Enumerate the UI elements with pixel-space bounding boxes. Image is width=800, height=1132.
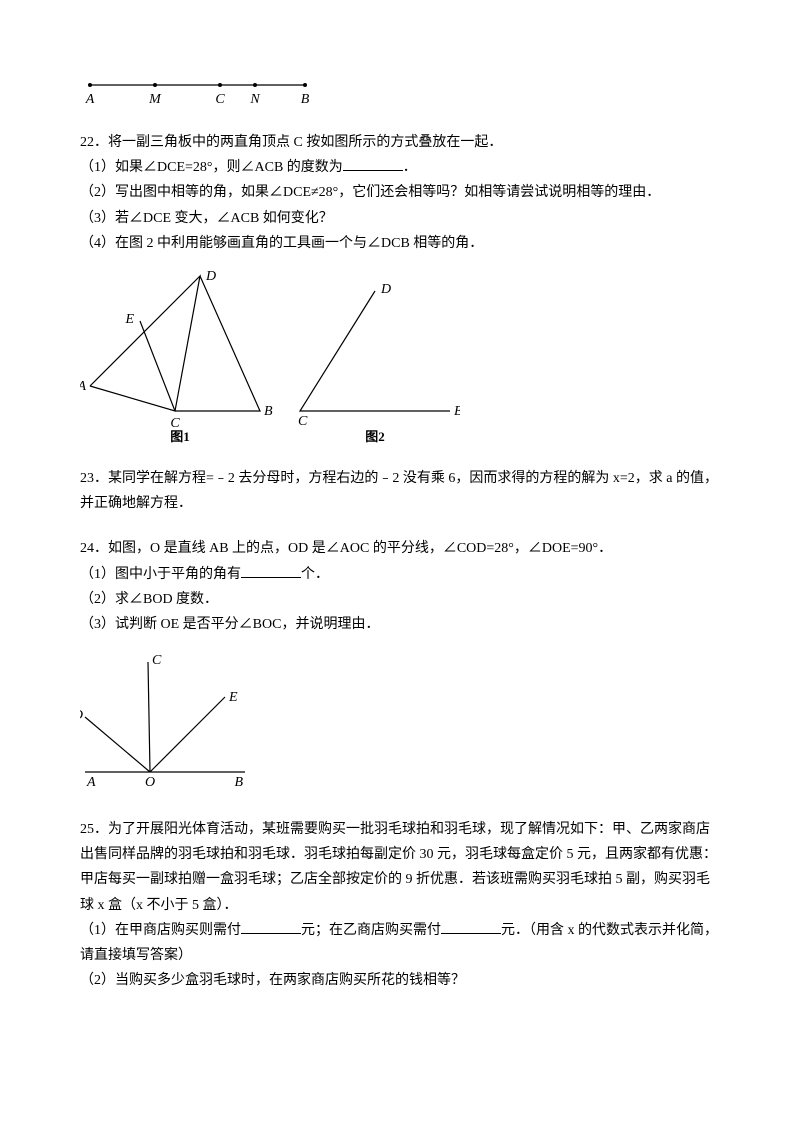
fig-21-line: AMCNB: [80, 70, 720, 110]
p22-q1-blank: [343, 170, 403, 171]
p22-fig1-svg: ABCDE图1: [80, 266, 280, 446]
p22-q2: （2）写出图中相等的角，如果∠DCE≠28°，它们还会相等吗？如相等请尝试说明相…: [80, 180, 720, 205]
svg-text:C: C: [215, 92, 225, 107]
svg-text:E: E: [228, 690, 238, 705]
p22-q4: （4）在图 2 中利用能够画直角的工具画一个与∠DCB 相等的角．: [80, 231, 720, 256]
svg-text:图1: 图1: [170, 429, 190, 444]
p24-q1: （1）图中小于平角的角有 个．: [80, 562, 720, 587]
svg-text:D: D: [380, 282, 391, 297]
p24-q1-blank: [241, 577, 301, 578]
p25-q1-blank2: [441, 933, 501, 934]
p22-figures: A B C D E 图1 C B D 图2: [80, 266, 720, 446]
p22-q3: （3）若∠DCE 变大，∠ACB 如何变化？: [80, 206, 720, 231]
p25-stem: 25．为了开展阳光体育活动，某班需要购买一批羽毛球拍和羽毛球，现了解情况如下：甲…: [80, 817, 720, 918]
p24-q1-text-b: 个．: [301, 567, 329, 582]
svg-text:E: E: [124, 312, 134, 327]
svg-text:M: M: [148, 92, 162, 107]
svg-text:B: B: [234, 775, 243, 790]
svg-text:A: A: [85, 92, 95, 107]
p25-q1: （1）在甲商店购买则需付元；在乙商店购买需付元．（用含 x 的代数式表示并化简，…: [80, 918, 720, 968]
svg-text:B: B: [264, 404, 273, 419]
svg-text:图2: 图2: [365, 429, 385, 444]
svg-text:A: A: [80, 379, 86, 394]
p25-q1-text-a: （1）在甲商店购买则需付: [80, 923, 241, 938]
p25-q1-text-b: 元；在乙商店购买需付: [301, 923, 441, 938]
problem-22: 22．将一副三角板中的两直角顶点 C 按如图所示的方式叠放在一起． （1）如果∠…: [80, 130, 720, 446]
svg-text:A: A: [86, 775, 96, 790]
fig-21-svg: AMCNB: [80, 70, 330, 110]
p24-figure: A B O D C E: [80, 647, 720, 797]
svg-text:D: D: [80, 708, 83, 723]
svg-text:B: B: [301, 92, 310, 107]
svg-text:B: B: [454, 404, 460, 419]
problem-24: 24．如图，O 是直线 AB 上的点，OD 是∠AOC 的平分线，∠COD=28…: [80, 536, 720, 797]
p22-q1: （1）如果∠DCE=28°，则∠ACB 的度数为 ．: [80, 155, 720, 180]
svg-text:O: O: [145, 775, 155, 790]
p22-fig2-svg: C B D 图2: [290, 266, 460, 446]
p22-stem: 22．将一副三角板中的两直角顶点 C 按如图所示的方式叠放在一起．: [80, 130, 720, 155]
p24-q1-text-a: （1）图中小于平角的角有: [80, 567, 241, 582]
p23-text: 23．某同学在解方程=﹣2 去分母时，方程右边的﹣2 没有乘 6，因而求得的方程…: [80, 466, 720, 516]
p25-q1-blank1: [241, 933, 301, 934]
problem-23: 23．某同学在解方程=﹣2 去分母时，方程右边的﹣2 没有乘 6，因而求得的方程…: [80, 466, 720, 516]
svg-text:D: D: [205, 269, 216, 284]
p24-q3: （3）试判断 OE 是否平分∠BOC，并说明理由．: [80, 612, 720, 637]
p22-q1-text-a: （1）如果∠DCE=28°，则∠ACB 的度数为: [80, 160, 343, 175]
svg-text:N: N: [249, 92, 260, 107]
p24-stem: 24．如图，O 是直线 AB 上的点，OD 是∠AOC 的平分线，∠COD=28…: [80, 536, 720, 561]
svg-text:C: C: [152, 653, 162, 668]
p24-svg: A B O D C E: [80, 647, 270, 797]
svg-text:C: C: [298, 414, 308, 429]
p24-q2: （2）求∠BOD 度数．: [80, 587, 720, 612]
p25-q2: （2）当购买多少盒羽毛球时，在两家商店购买所花的钱相等？: [80, 968, 720, 993]
p22-q1-text-b: ．: [403, 160, 417, 175]
problem-25: 25．为了开展阳光体育活动，某班需要购买一批羽毛球拍和羽毛球，现了解情况如下：甲…: [80, 817, 720, 993]
